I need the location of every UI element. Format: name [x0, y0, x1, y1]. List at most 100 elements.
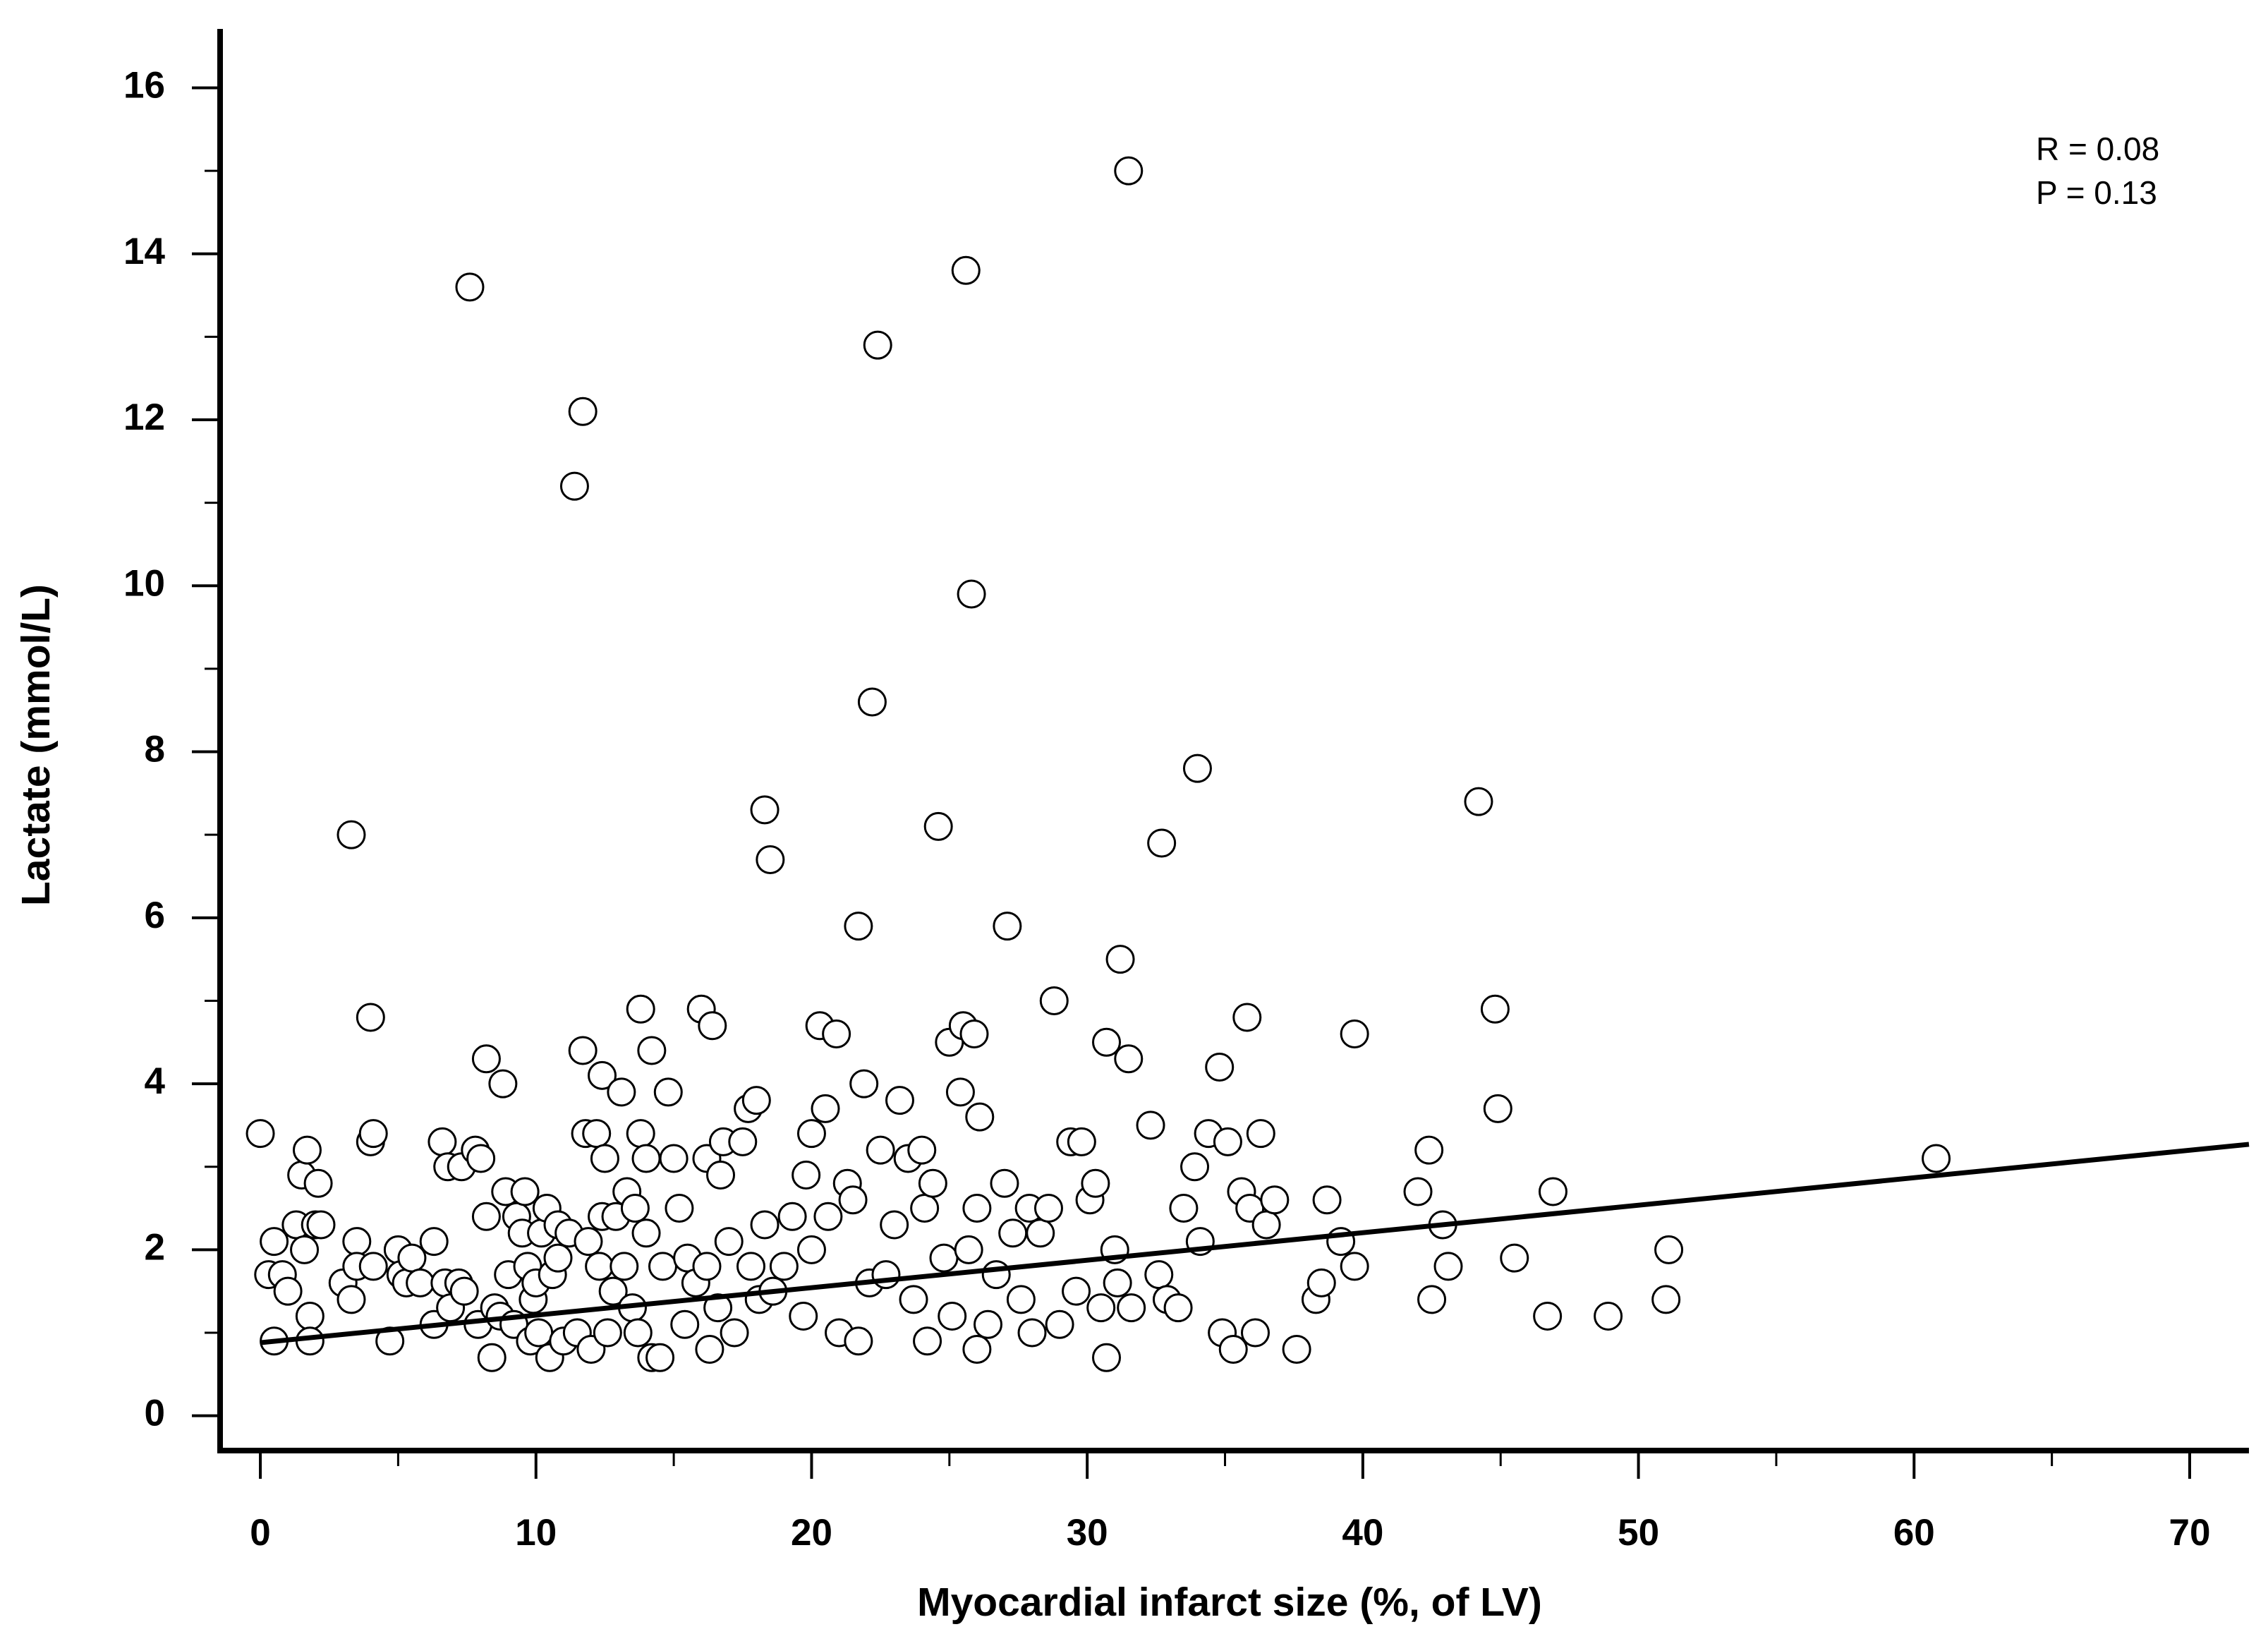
data-point [822, 1019, 851, 1048]
data-point [568, 1036, 598, 1065]
data-point [1180, 1152, 1210, 1182]
data-point [913, 1326, 942, 1356]
data-point [844, 912, 873, 941]
x-tick-label: 0 [250, 1512, 270, 1554]
y-tick-label: 4 [145, 1060, 166, 1102]
data-point [1232, 1003, 1262, 1032]
data-point [342, 1227, 372, 1257]
data-point [598, 1276, 628, 1306]
data-point [698, 1011, 727, 1041]
data-point [736, 1252, 766, 1281]
data-point [1114, 156, 1144, 186]
data-point [1163, 1293, 1193, 1323]
data-point [703, 1293, 733, 1323]
data-point [568, 397, 598, 426]
data-point [607, 1077, 636, 1107]
data-point [907, 1135, 937, 1165]
data-point [524, 1318, 554, 1348]
data-point [974, 1309, 1003, 1339]
y-tick-label: 14 [123, 231, 165, 272]
data-point [471, 1202, 501, 1231]
data-point [1306, 1268, 1336, 1297]
data-point [1086, 1293, 1116, 1323]
data-point [358, 1252, 388, 1281]
data-point [981, 1260, 1011, 1290]
data-point [588, 1060, 617, 1090]
data-point [1092, 1027, 1122, 1057]
y-tick-label: 12 [123, 397, 165, 438]
data-point [769, 1252, 799, 1281]
data-point [574, 1227, 603, 1257]
data-point [631, 1144, 661, 1173]
data-point [695, 1334, 724, 1364]
data-point [990, 1168, 1019, 1198]
y-tick-label: 6 [145, 895, 165, 936]
data-point [954, 1235, 983, 1264]
data-point [665, 1194, 694, 1223]
data-point [637, 1036, 667, 1065]
y-tick-label: 2 [145, 1226, 165, 1268]
data-point [449, 1276, 479, 1306]
annotation: P = 0.13 [2036, 174, 2157, 211]
x-tick-label: 60 [1893, 1512, 1935, 1554]
data-point [1045, 1309, 1074, 1339]
data-point [1500, 1243, 1529, 1273]
y-tick-label: 10 [123, 562, 165, 604]
y-tick-label: 8 [145, 729, 165, 770]
data-point [918, 1168, 947, 1198]
y-tick-label: 0 [145, 1393, 165, 1434]
data-point [1480, 994, 1510, 1024]
x-tick-label: 30 [1067, 1512, 1108, 1554]
data-point [1081, 1168, 1110, 1198]
data-point [962, 1194, 992, 1223]
data-point [610, 1252, 639, 1281]
data-point [406, 1268, 435, 1297]
data-point [273, 1276, 303, 1306]
data-point [1594, 1301, 1623, 1331]
data-point [356, 1003, 385, 1032]
data-point [1651, 1285, 1681, 1314]
data-point [849, 1069, 879, 1099]
data-point [741, 1086, 771, 1115]
data-point [1340, 1019, 1369, 1048]
data-point [871, 1260, 901, 1290]
data-point [965, 1102, 995, 1132]
data-point [1433, 1252, 1463, 1281]
data-point [582, 1119, 612, 1149]
data-point [245, 1119, 275, 1149]
x-tick-label: 70 [2169, 1512, 2211, 1554]
data-point [792, 1160, 821, 1190]
data-point [1403, 1177, 1433, 1206]
data-point [923, 811, 953, 841]
x-tick-label: 50 [1618, 1512, 1659, 1554]
data-point [750, 1210, 780, 1240]
data-point [1654, 1235, 1684, 1264]
data-point [471, 1044, 501, 1074]
data-point [488, 1069, 518, 1099]
data-point [659, 1144, 689, 1173]
data-point [1114, 1044, 1144, 1074]
data-point [714, 1227, 744, 1257]
data-point [1414, 1135, 1444, 1165]
data-point [1533, 1301, 1563, 1331]
data-point [910, 1194, 940, 1223]
data-point [880, 1210, 909, 1240]
data-point [811, 1094, 840, 1123]
data-point [510, 1177, 540, 1206]
data-point [1026, 1218, 1055, 1248]
x-axis-label: Myocardial infarct size (%, of LV) [917, 1580, 1542, 1625]
data-point [670, 1309, 700, 1339]
x-tick-label: 10 [515, 1512, 557, 1554]
data-point [1538, 1177, 1567, 1206]
data-point [993, 912, 1022, 941]
data-point [1213, 1127, 1242, 1156]
data-point [1260, 1185, 1290, 1215]
data-point [796, 1119, 826, 1149]
data-point [397, 1243, 427, 1273]
data-point [292, 1135, 322, 1165]
x-tick-label: 40 [1342, 1512, 1383, 1554]
data-point [813, 1202, 843, 1231]
y-tick-label: 16 [123, 65, 165, 107]
data-point [1017, 1318, 1047, 1348]
